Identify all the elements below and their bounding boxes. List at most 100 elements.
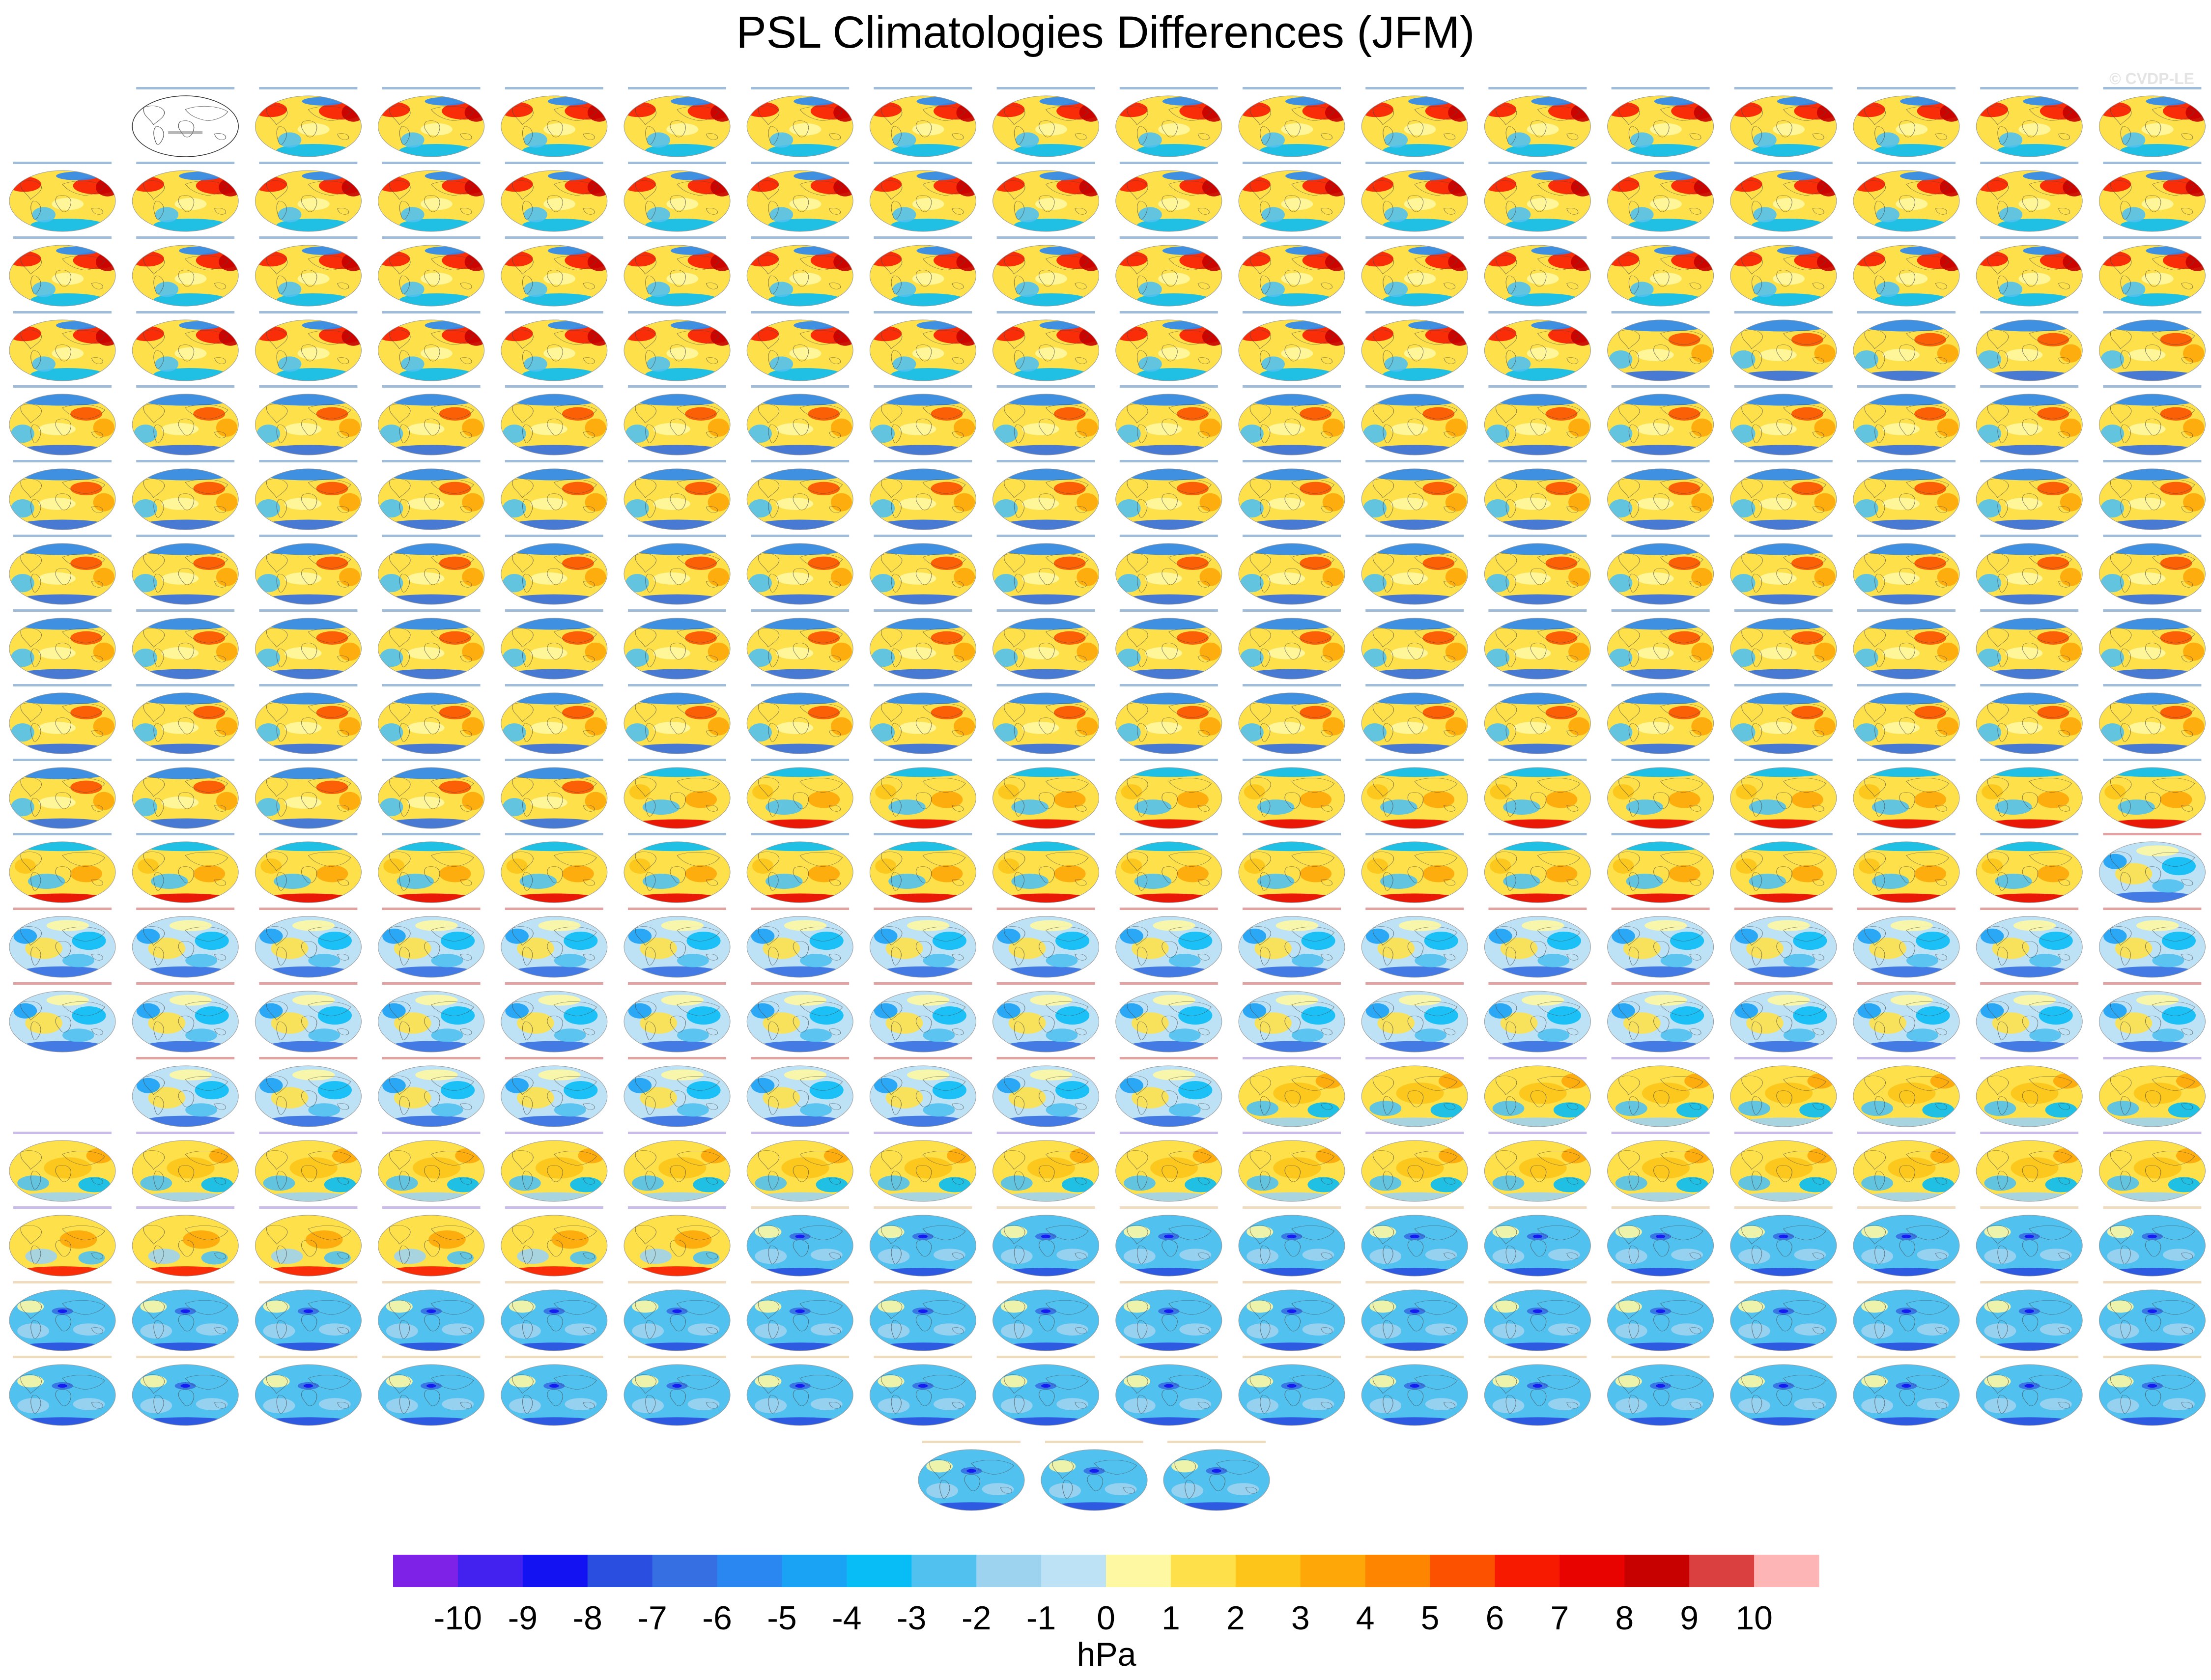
map-panel (1853, 1356, 1960, 1426)
map-panel (1484, 1132, 1591, 1202)
colorbar-tick-label: 0 (1097, 1599, 1115, 1637)
map-panel (624, 1206, 731, 1277)
map-panel (1238, 908, 1345, 978)
map-panel (746, 833, 853, 903)
map-panel (1484, 87, 1591, 157)
map-panel (501, 1057, 608, 1127)
map-panel (624, 1281, 731, 1351)
map-panel (2098, 982, 2206, 1053)
map-panel (9, 908, 116, 978)
map-panel (501, 1132, 608, 1202)
map-panel (992, 1356, 1100, 1426)
map-panel (1730, 1281, 1837, 1351)
colorbar-swatch (1041, 1555, 1106, 1587)
map-panel (1361, 1356, 1468, 1426)
map-panel (9, 1132, 116, 1202)
map-panel (746, 908, 853, 978)
map-panel (746, 1132, 853, 1202)
colorbar-swatch (1624, 1555, 1690, 1587)
colorbar-swatch (1235, 1555, 1301, 1587)
map-panel (746, 1356, 853, 1426)
map-panel (992, 535, 1100, 605)
map-panel (1853, 908, 1960, 978)
chart-title: PSL Climatologies Differences (JFM) (736, 7, 1475, 57)
colorbar-swatch (393, 1555, 458, 1587)
map-panel (132, 1281, 239, 1351)
map-panel (1730, 460, 1837, 530)
map-panel (1238, 162, 1345, 232)
map-panel (1361, 1057, 1468, 1127)
map-panel (869, 162, 976, 232)
map-panel (9, 311, 116, 381)
map-panel (378, 982, 485, 1053)
map-panel (501, 460, 608, 530)
colorbar-swatch (1170, 1555, 1236, 1587)
map-panel (992, 1057, 1100, 1127)
colorbar-swatch (976, 1555, 1042, 1587)
map-panel (1163, 1441, 1270, 1511)
map-panel (255, 1057, 362, 1127)
map-panel (746, 162, 853, 232)
colorbar-tick-label: -9 (508, 1599, 538, 1637)
map-panel (1484, 982, 1591, 1053)
map-panel (1607, 1281, 1714, 1351)
map-panel (378, 87, 485, 157)
colorbar-tick-label: 1 (1162, 1599, 1180, 1637)
map-panel (378, 311, 485, 381)
map-panel (501, 833, 608, 903)
map-panel (1607, 1057, 1714, 1127)
map-panel (132, 684, 239, 754)
colorbar-swatch (587, 1555, 653, 1587)
map-panel (624, 1057, 731, 1127)
watermark: © CVDP-LE (2109, 70, 2194, 87)
colorbar-tick-label: 2 (1226, 1599, 1245, 1637)
map-panel (255, 311, 362, 381)
map-panel (255, 236, 362, 307)
map-panel (1115, 535, 1222, 605)
map-panel (869, 759, 976, 829)
colorbar-tick-label: 7 (1550, 1599, 1569, 1637)
colorbar-swatch (652, 1555, 718, 1587)
map-panel (2098, 908, 2206, 978)
colorbar-tick-label: 9 (1680, 1599, 1699, 1637)
map-panel (255, 908, 362, 978)
map-panel (501, 908, 608, 978)
map-panel (9, 1206, 116, 1277)
colorbar-swatch (1754, 1555, 1819, 1587)
map-panel (992, 982, 1100, 1053)
map-panel (132, 162, 239, 232)
colorbar-tick-label: 8 (1615, 1599, 1634, 1637)
colorbar-tick-label: 3 (1291, 1599, 1310, 1637)
colorbar-tick-label: 10 (1735, 1599, 1773, 1637)
map-panel (132, 908, 239, 978)
map-panel (1853, 982, 1960, 1053)
map-panel (1730, 759, 1837, 829)
map-panel (2098, 311, 2206, 381)
map-panel (1853, 385, 1960, 456)
map-panel (1607, 982, 1714, 1053)
map-panel (132, 311, 239, 381)
colorbar-swatch (1106, 1555, 1171, 1587)
map-panel (1361, 162, 1468, 232)
colorbar-swatch (782, 1555, 847, 1587)
colorbar-swatch (911, 1555, 977, 1587)
map-panel (132, 87, 239, 157)
map-panel (378, 385, 485, 456)
colorbar-swatch (1430, 1555, 1495, 1587)
map-panel (255, 982, 362, 1053)
map-panel (1484, 460, 1591, 530)
map-panel (1976, 87, 2083, 157)
colorbar-swatch (1689, 1555, 1755, 1587)
map-panel (624, 385, 731, 456)
map-panel (1238, 1057, 1345, 1127)
map-panel (501, 87, 608, 157)
map-panel (869, 1057, 976, 1127)
map-panel (746, 684, 853, 754)
map-panel (746, 385, 853, 456)
map-panel (378, 1281, 485, 1351)
map-panel (1607, 311, 1714, 381)
colorbar-tick-label: -7 (637, 1599, 667, 1637)
map-panel (1238, 1206, 1345, 1277)
